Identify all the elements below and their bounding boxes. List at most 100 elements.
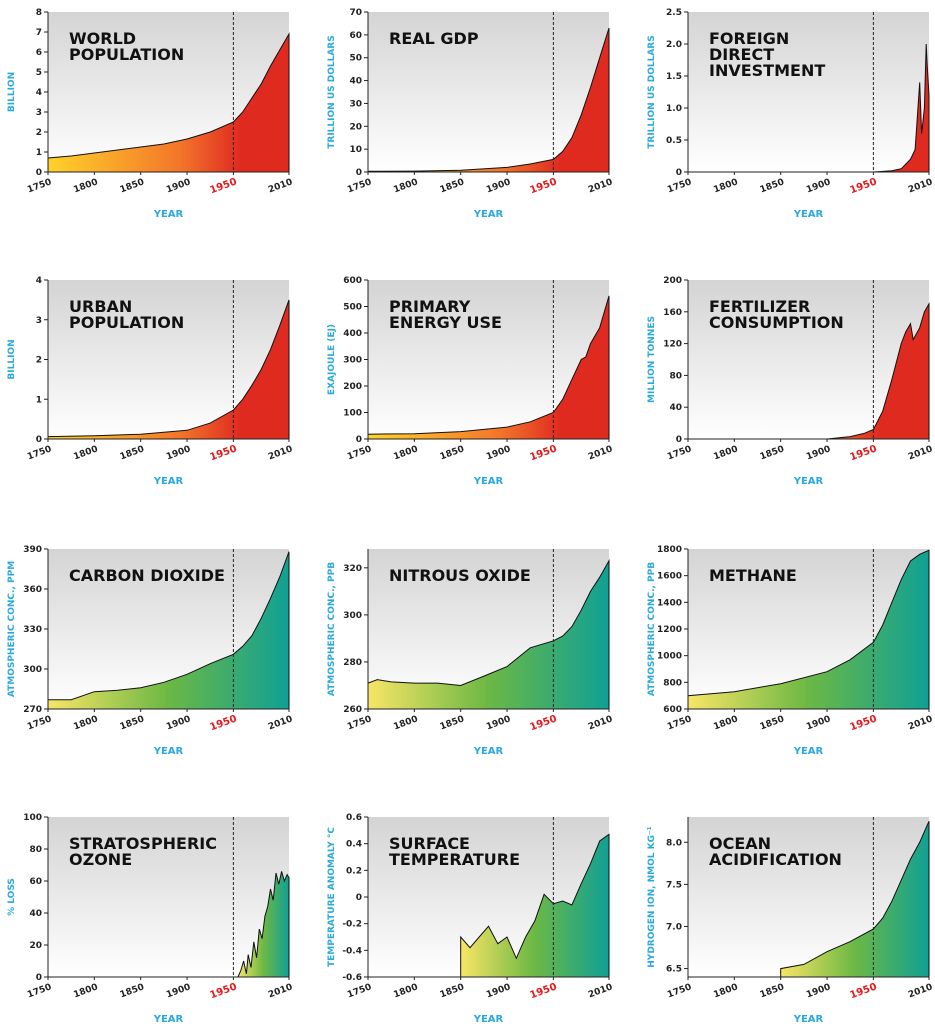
- x-tick-label: 1950: [848, 713, 878, 733]
- x-tick-label: 1950: [528, 713, 558, 733]
- y-tick-label: 280: [343, 658, 362, 668]
- x-tick-label: 1750: [666, 982, 693, 1000]
- y-tick-label: 0: [356, 435, 362, 445]
- y-tick-label: 100: [23, 813, 42, 823]
- x-tick-label: 2010: [267, 714, 294, 732]
- chart-title-line: FOREIGN: [709, 29, 789, 48]
- x-tick-label: 1800: [712, 177, 739, 195]
- y-tick-label: 1200: [657, 625, 682, 635]
- chart-panel-3: 0 0.5 1.0 1.5 2.0 2.5 1750 1800 1850 1900 1950 2010…: [647, 8, 934, 220]
- x-tick-label: 1850: [439, 177, 466, 195]
- chart-title-line: FERTILIZER: [709, 297, 810, 316]
- data-area: [367, 295, 610, 440]
- x-tick-label: 1900: [485, 444, 512, 462]
- x-tick-label: 2010: [267, 444, 294, 462]
- x-tick-label: 1750: [346, 714, 373, 732]
- x-tick-label: 1800: [712, 444, 739, 462]
- x-tick-label: 1800: [72, 177, 99, 195]
- chart-title: OCEAN ACIDIFICATION: [709, 834, 842, 869]
- y-tick-label: 6.5: [666, 965, 682, 975]
- chart-title: METHANE: [709, 566, 797, 585]
- chart-title-line: URBAN: [69, 297, 132, 316]
- chart-panel-6: 0 40 80 120 160 200 1750 1800 1850 1900 1950 2010 YE…: [647, 276, 934, 487]
- y-axis-label: BILLION: [7, 339, 17, 379]
- y-tick-label: 260: [343, 705, 362, 715]
- y-tick-label: 1400: [657, 598, 682, 608]
- x-tick-label: 1850: [439, 444, 466, 462]
- x-tick-label: 1900: [805, 177, 832, 195]
- x-tick-label: 1750: [26, 177, 53, 195]
- x-tick-label: 1950: [528, 176, 558, 196]
- x-tick-label: 1850: [119, 177, 146, 195]
- x-axis-label: YEAR: [153, 476, 184, 487]
- chart-title-line: STRATOSPHERIC: [69, 834, 217, 853]
- x-tick-label: 1900: [805, 444, 832, 462]
- y-tick-label: 60: [349, 31, 362, 41]
- x-tick-label: 1800: [392, 177, 419, 195]
- chart-title-line: NITROUS OXIDE: [389, 566, 531, 585]
- y-tick-label: 0.4: [346, 840, 362, 850]
- chart-title-line: METHANE: [709, 566, 797, 585]
- x-tick-label: 1950: [848, 443, 878, 463]
- y-axis-label: % LOSS: [7, 878, 17, 916]
- data-area: [367, 558, 610, 710]
- chart-panel-12: 6.5 7.0 7.5 8.0 1750 1800 1850 1900 1950 2010 YEAR…: [647, 817, 934, 1024]
- y-axis-label: HYDROGEN ION, NMOL KG⁻¹: [647, 826, 657, 968]
- chart-title-line: OZONE: [69, 850, 132, 869]
- y-tick-label: 80: [669, 371, 682, 381]
- x-axis-label: YEAR: [473, 209, 504, 220]
- y-tick-label: 10: [349, 145, 362, 155]
- x-tick-label: 2010: [907, 982, 934, 1000]
- y-axis-label: BILLION: [7, 72, 17, 112]
- chart-title: URBAN POPULATION: [69, 297, 184, 332]
- y-tick-label: 50: [349, 54, 362, 64]
- y-tick-label: 330: [23, 625, 42, 635]
- x-tick-label: 1800: [72, 714, 99, 732]
- chart-title-line: CARBON DIOXIDE: [69, 566, 225, 585]
- y-tick-label: 390: [23, 545, 42, 555]
- chart-title-line: WORLD: [69, 29, 136, 48]
- y-tick-label: 2: [36, 356, 42, 366]
- x-tick-label: 2010: [587, 714, 614, 732]
- y-tick-label: 4: [36, 88, 42, 98]
- y-tick-label: 60: [29, 877, 42, 887]
- y-tick-label: 800: [663, 678, 682, 688]
- x-axis-label: YEAR: [793, 476, 824, 487]
- x-tick-label: 2010: [587, 177, 614, 195]
- x-tick-label: 1900: [485, 714, 512, 732]
- chart-panel-7: 270 300 330 360 390 1750 1800 1850 1900 1950 2010 Y…: [7, 545, 294, 757]
- y-tick-label: 270: [23, 705, 42, 715]
- y-axis-label: ATMOSPHERIC CONC., PPB: [647, 562, 657, 696]
- chart-title-line: ENERGY USE: [389, 313, 502, 332]
- data-area: [237, 871, 290, 978]
- x-tick-label: 2010: [587, 444, 614, 462]
- x-tick-label: 1750: [346, 177, 373, 195]
- x-axis-label: YEAR: [473, 476, 504, 487]
- x-tick-label: 1850: [119, 714, 146, 732]
- y-tick-label: -0.6: [342, 973, 362, 983]
- chart-title: FOREIGN DIRECT INVESTMENT: [709, 29, 825, 80]
- x-tick-label: 1900: [805, 982, 832, 1000]
- y-tick-label: 3: [36, 316, 42, 326]
- chart-title-line: OCEAN: [709, 834, 771, 853]
- x-axis-label: YEAR: [153, 1014, 184, 1024]
- x-axis-label: YEAR: [793, 746, 824, 757]
- x-tick-label: 1800: [72, 444, 99, 462]
- chart-title-line: ACIDIFICATION: [709, 850, 842, 869]
- plot-background: [48, 817, 289, 977]
- y-tick-label: 1800: [657, 545, 682, 555]
- y-tick-label: 7: [36, 28, 42, 38]
- data-area: [47, 32, 290, 173]
- x-tick-label: 1800: [392, 714, 419, 732]
- x-tick-label: 1900: [805, 714, 832, 732]
- x-axis-label: YEAR: [473, 746, 504, 757]
- y-tick-label: 20: [29, 941, 42, 951]
- x-tick-label: 2010: [907, 714, 934, 732]
- y-tick-label: 0: [36, 435, 42, 445]
- y-tick-label: 360: [23, 585, 42, 595]
- x-tick-label: 1950: [208, 443, 238, 463]
- chart-title-line: POPULATION: [69, 45, 184, 64]
- y-axis-label: ATMOSPHERIC CONC., PPB: [327, 562, 337, 696]
- chart-title-line: CONSUMPTION: [709, 313, 844, 332]
